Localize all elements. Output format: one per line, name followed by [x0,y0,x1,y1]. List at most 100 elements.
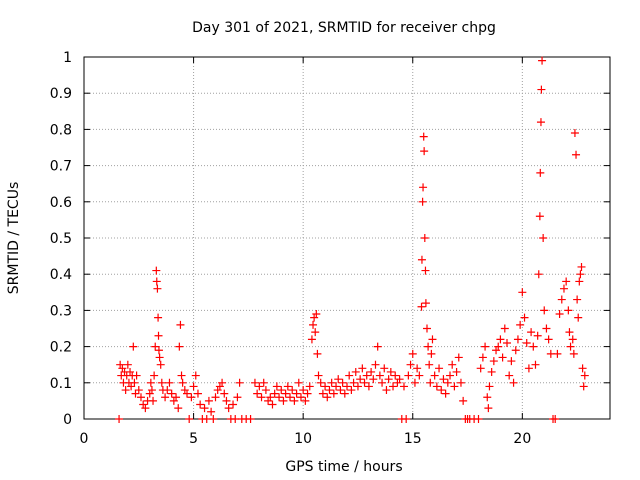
data-point-plus [127,382,136,391]
data-point-plus [399,382,408,391]
data-point-plus [264,396,273,405]
data-point-plus [312,310,321,319]
data-point-plus [130,378,139,387]
data-point-plus [185,415,194,423]
data-point-plus [347,386,356,395]
data-point-plus [118,364,127,373]
data-point-plus [557,295,566,304]
data-point-plus [218,378,227,387]
data-point-plus [123,360,132,369]
data-point-plus [272,382,281,391]
x-tick-label: 5 [189,431,198,447]
data-point-plus [527,328,536,337]
data-point-plus [253,389,262,398]
data-point-plus [222,396,231,405]
data-point-plus [316,378,325,387]
grid-lines [84,57,610,419]
data-point-plus [441,389,450,398]
data-point-plus [290,396,299,405]
data-point-plus [174,404,183,413]
data-point-plus [191,371,200,380]
data-point-plus [250,378,259,387]
y-tick-label: 0.6 [50,195,72,211]
data-point-plus [536,118,545,127]
data-point-plus [178,378,187,387]
data-point-plus [351,367,360,376]
data-point-plus [418,197,427,206]
data-point-plus [321,382,330,391]
data-point-plus [384,375,393,384]
chart-title: Day 301 of 2021, SRMTID for receiver chp… [192,20,496,36]
data-point-plus [131,389,140,398]
data-point-plus [555,310,564,319]
data-point-plus [382,386,391,395]
data-point-plus [364,382,373,391]
data-point-plus [200,404,209,413]
data-point-plus [421,299,430,308]
data-point-plus [327,378,336,387]
y-tick-label: 0.5 [50,231,72,247]
data-point-plus [580,371,589,380]
data-point-plus [373,342,382,351]
data-point-plus [562,277,571,286]
data-point-plus [152,266,161,275]
data-point-plus [553,349,562,358]
data-point-plus [281,389,290,398]
data-point-plus [334,375,343,384]
data-point-plus [410,378,419,387]
data-point-plus [421,266,430,275]
data-point-plus [426,378,435,387]
data-point-plus [538,56,547,65]
data-point-plus [511,346,520,355]
data-point-plus [505,371,514,380]
data-point-plus [576,270,585,279]
data-point-plus [343,382,351,391]
axis-ticks: 00.10.20.30.40.50.60.70.80.910 5 10 15 20 [50,50,610,447]
y-tick-label: 0.3 [50,303,72,319]
data-point-plus [389,382,398,391]
data-point-plus [332,382,341,391]
data-point-plus [406,360,415,369]
data-point-plus [542,324,551,333]
data-point-plus [432,382,441,391]
data-point-plus [507,357,516,366]
data-point-plus [417,302,426,311]
data-point-plus [566,342,575,351]
data-point-plus [292,389,301,398]
data-point-plus [443,378,452,387]
data-point-plus [157,378,166,387]
data-point-plus [537,85,546,94]
data-point-plus [502,338,511,347]
data-point-plus [204,396,213,405]
data-point-plus [229,400,238,409]
data-point-plus [564,306,573,315]
y-tick-label: 0.9 [50,86,72,102]
data-point-plus [367,367,376,376]
data-point-plus [404,371,413,380]
data-point-plus [415,371,424,380]
data-point-plus [149,396,158,405]
data-point-plus [311,328,320,337]
data-point-plus [261,386,270,395]
x-axis-title: GPS time / hours [285,459,402,475]
data-point-plus [570,129,579,138]
data-point-plus [524,364,533,373]
data-point-plus [559,284,568,293]
data-point-plus [155,353,164,362]
data-point-plus [235,378,244,387]
data-point-plus [534,270,543,279]
data-point-plus [358,364,367,373]
data-point-plus [266,393,275,402]
data-point-plus [371,360,380,369]
data-point-plus [325,386,334,395]
data-point-plus [574,313,583,322]
data-point-plus [323,393,332,402]
data-point-plus [478,353,487,362]
data-point-plus [286,393,295,402]
data-point-plus [303,389,312,398]
data-point-plus [279,396,288,405]
data-point-plus [270,389,279,398]
data-point-plus [551,415,560,423]
data-point-plus [459,396,468,405]
data-point-plus [134,386,143,395]
